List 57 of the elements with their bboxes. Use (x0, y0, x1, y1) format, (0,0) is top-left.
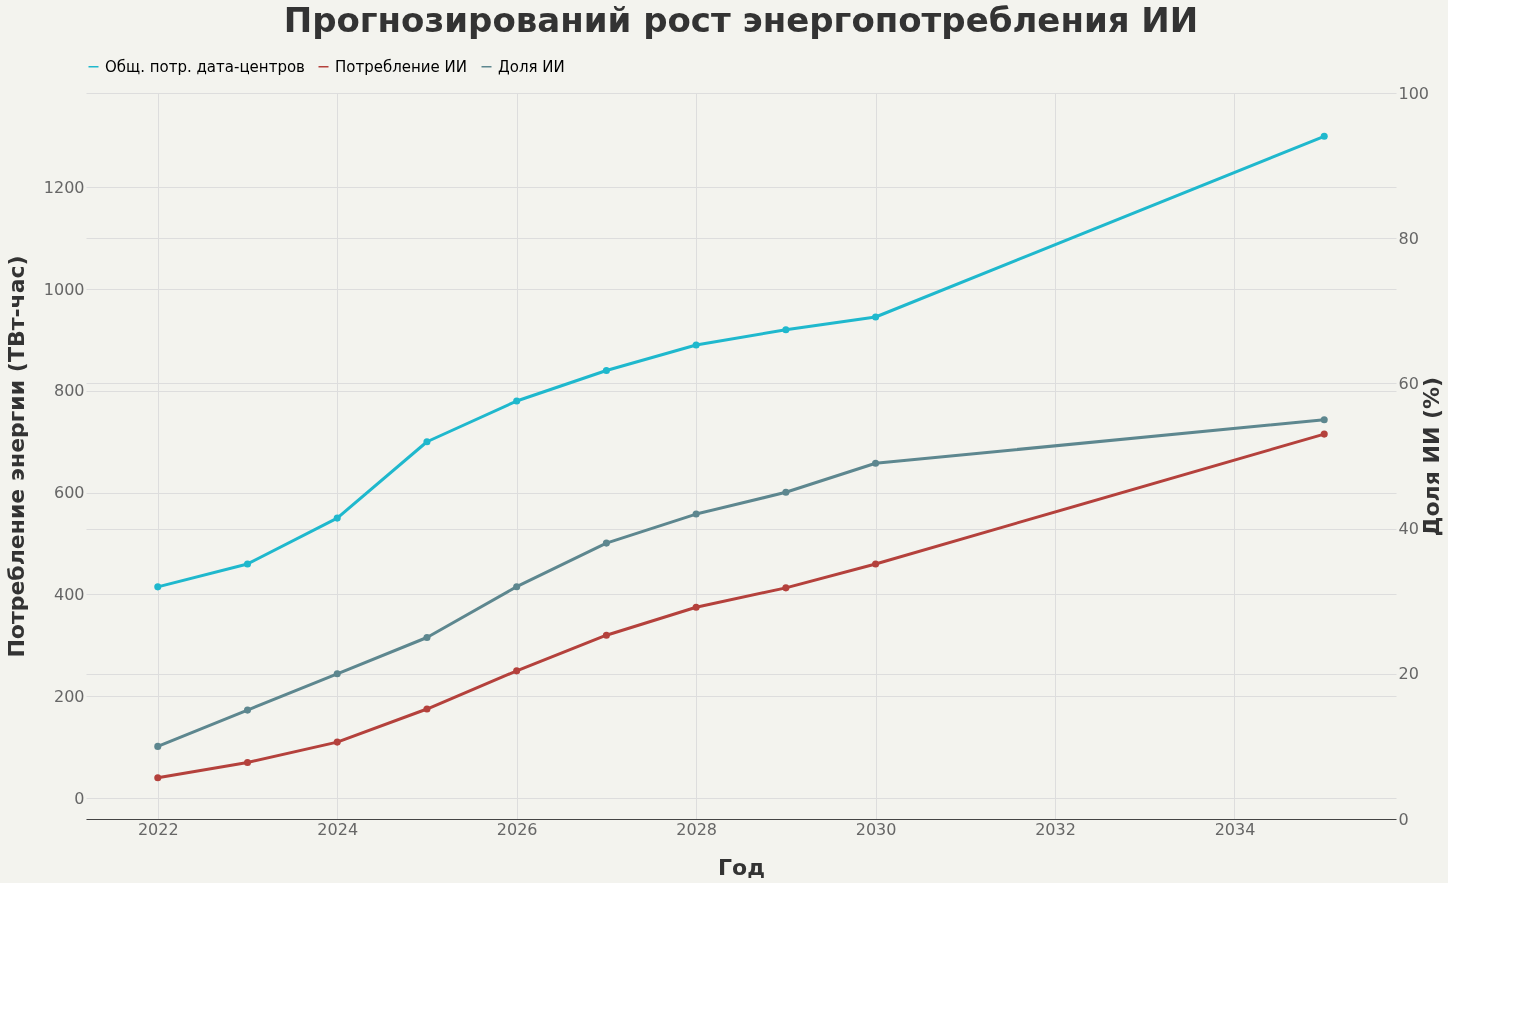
y2-tick-label: 20 (1398, 664, 1419, 684)
x-tick-label: 2030 (855, 819, 897, 839)
point (333, 738, 341, 746)
y2-tick-label: 100 (1398, 83, 1430, 103)
point (333, 670, 341, 678)
y2-tick-label: 40 (1398, 519, 1419, 539)
x-axis-title: Год (718, 854, 765, 880)
point (872, 313, 880, 321)
point (602, 631, 610, 639)
point (692, 603, 700, 611)
chart-title: Прогнозирований рост энергопотребления ИИ (283, 0, 1199, 40)
point (782, 488, 790, 496)
point (423, 633, 431, 642)
y-tick-label: 800 (53, 381, 85, 401)
y2-tick-label: 80 (1398, 228, 1419, 248)
point (513, 667, 521, 675)
point (154, 742, 162, 750)
point (1320, 430, 1328, 438)
x-tick-label: 2032 (1035, 819, 1076, 839)
x-tick-label: 2026 (496, 819, 538, 839)
y-tick-label: 0 (74, 788, 85, 808)
point (423, 438, 431, 446)
x-tick-label: 2034 (1214, 819, 1256, 839)
point (872, 560, 880, 568)
point (872, 459, 880, 467)
x-tick-label: 2028 (676, 819, 717, 839)
y2-tick-label: 0 (1398, 809, 1409, 829)
legend-label: Доля ИИ (498, 57, 565, 76)
point (692, 510, 700, 518)
legend-label: Общ. потр. дата-центров (105, 57, 305, 76)
x-tick-label: 2022 (137, 819, 179, 839)
point (513, 397, 521, 405)
x-tick-label: 2024 (317, 819, 359, 839)
y2-axis-title: Доля ИИ (%) (1419, 376, 1445, 537)
point (243, 560, 252, 568)
point (1320, 416, 1328, 424)
point (243, 758, 252, 767)
y-tick-label: 600 (53, 483, 85, 503)
point (423, 705, 431, 713)
point (782, 326, 790, 334)
point (692, 341, 700, 349)
y-tick-label: 400 (53, 584, 85, 604)
point (1320, 132, 1328, 140)
point (602, 366, 610, 374)
legend-label: Потребление ИИ (335, 57, 468, 76)
y-tick-label: 1200 (43, 177, 85, 197)
point (154, 774, 162, 782)
point (782, 584, 790, 592)
y2-tick-label: 60 (1398, 373, 1419, 393)
y-tick-label: 200 (53, 686, 85, 706)
point (333, 514, 341, 522)
point (602, 539, 610, 547)
y-axis-title: Потребление энергии (ТВт-час) (3, 255, 29, 658)
point (513, 583, 521, 591)
point (154, 583, 162, 591)
y-tick-label: 1000 (43, 279, 85, 299)
point (243, 706, 252, 714)
